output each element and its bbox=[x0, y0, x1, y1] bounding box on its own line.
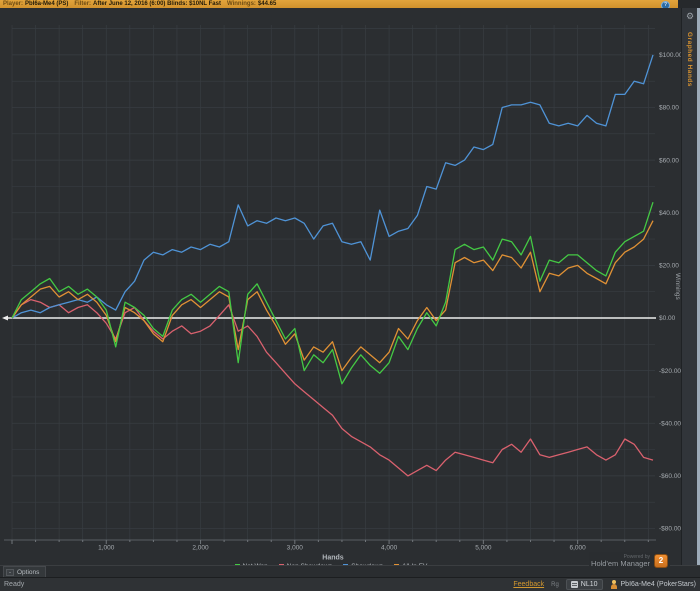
svg-text:$0.00: $0.00 bbox=[659, 315, 676, 322]
brand-text: Hold'em Manager bbox=[591, 558, 650, 568]
hm2-badge-icon: 2 bbox=[654, 554, 668, 568]
options-button-label: Options bbox=[17, 568, 40, 576]
zero-line bbox=[2, 315, 656, 321]
stake-selector[interactable]: NL10 bbox=[565, 579, 603, 590]
player-name: PbI6a-Me4 (PokerStars) bbox=[620, 581, 696, 588]
zero-line-marker bbox=[2, 315, 8, 321]
y-axis-title: Winnings bbox=[674, 273, 681, 300]
panel-edge-handle[interactable] bbox=[697, 8, 700, 565]
svg-text:6,000: 6,000 bbox=[569, 545, 586, 552]
svg-text:$20.00: $20.00 bbox=[659, 263, 679, 270]
collapse-icon[interactable]: - bbox=[6, 568, 14, 576]
gear-icon[interactable]: ⚙ bbox=[685, 11, 695, 21]
player-icon bbox=[610, 580, 618, 589]
svg-text:-$40.00: -$40.00 bbox=[659, 420, 681, 427]
svg-text:3,000: 3,000 bbox=[287, 545, 304, 552]
filter-label: Filter: bbox=[74, 1, 92, 7]
status-bar: Ready Feedback Rg NL10 PbI6a-Me4 (PokerS… bbox=[0, 577, 700, 591]
powered-by-text: Powered by bbox=[623, 553, 650, 560]
options-bar: - Options bbox=[0, 565, 700, 577]
series-line-all-in-ev bbox=[11, 220, 654, 372]
svg-text:Winnings: Winnings bbox=[674, 273, 681, 300]
x-axis bbox=[4, 539, 656, 544]
winnings-graph-panel: 1,000 2,000 3,000 4,000 5,000 6,000 Hands $100.… bbox=[0, 8, 682, 570]
svg-text:5,000: 5,000 bbox=[475, 545, 492, 552]
stake-label: NL10 bbox=[580, 581, 598, 588]
mini-label: Rg bbox=[551, 581, 559, 588]
options-button[interactable]: - Options bbox=[3, 566, 47, 577]
x-axis-title: Hands bbox=[322, 555, 344, 562]
svg-text:$80.00: $80.00 bbox=[659, 105, 679, 112]
svg-text:Hands: Hands bbox=[322, 555, 344, 562]
svg-text:$60.00: $60.00 bbox=[659, 157, 679, 164]
winnings-chart: 1,000 2,000 3,000 4,000 5,000 6,000 Hands $100.… bbox=[2, 25, 682, 562]
svg-text:-$60.00: -$60.00 bbox=[659, 473, 681, 480]
x-tick-labels: 1,000 2,000 3,000 4,000 5,000 6,000 bbox=[98, 545, 586, 552]
powered-by-logo: Powered by Hold'em Manager 2 bbox=[589, 552, 670, 570]
series-line-showdown bbox=[11, 54, 654, 319]
svg-text:1,000: 1,000 bbox=[98, 545, 115, 552]
title-bar: Player: PbI6a-Me4 (PS) Filter: After Jun… bbox=[0, 0, 678, 9]
right-side-panel: ⚙ Graphed Hands bbox=[681, 8, 700, 565]
tab-graphed-hands[interactable]: Graphed Hands bbox=[686, 32, 693, 87]
series-lines bbox=[11, 54, 654, 477]
svg-text:$100.00: $100.00 bbox=[659, 52, 682, 59]
player-value: PbI6a-Me4 (PS) bbox=[25, 1, 69, 7]
filter-value: After June 12, 2016 (6:00) Blinds: $10NL… bbox=[93, 1, 221, 7]
player-label: Player: bbox=[3, 1, 24, 7]
series-line-net-won bbox=[11, 201, 654, 385]
feedback-link[interactable]: Feedback bbox=[513, 581, 545, 588]
winnings-value: $44.65 bbox=[257, 1, 277, 7]
grid-lines bbox=[11, 25, 655, 540]
player-selector[interactable]: PbI6a-Me4 (PokerStars) bbox=[610, 580, 696, 589]
winnings-label: Winnings: bbox=[226, 1, 256, 7]
svg-text:2,000: 2,000 bbox=[192, 545, 209, 552]
svg-text:$40.00: $40.00 bbox=[659, 210, 679, 217]
y-tick-labels: $100.00 $80.00 $60.00 $40.00 $20.00 $0.00 -$20… bbox=[659, 52, 682, 533]
svg-text:-$80.00: -$80.00 bbox=[659, 526, 681, 533]
svg-text:4,000: 4,000 bbox=[381, 545, 398, 552]
status-text: Ready bbox=[4, 581, 25, 588]
table-icon bbox=[570, 581, 578, 588]
svg-text:-$20.00: -$20.00 bbox=[659, 368, 681, 375]
